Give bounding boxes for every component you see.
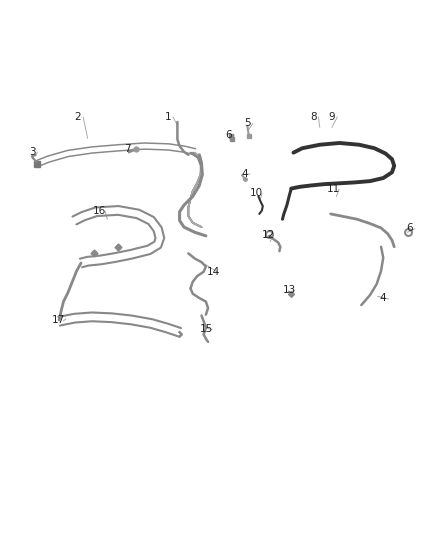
- Text: 3: 3: [28, 147, 35, 157]
- Text: 6: 6: [225, 130, 232, 140]
- Text: 11: 11: [327, 184, 340, 194]
- Text: 16: 16: [93, 206, 106, 216]
- Text: 5: 5: [244, 118, 251, 128]
- Text: 14: 14: [207, 267, 220, 277]
- Text: 1: 1: [164, 112, 171, 122]
- Text: 9: 9: [328, 112, 336, 122]
- Text: 15: 15: [200, 324, 213, 334]
- Text: 10: 10: [250, 188, 263, 198]
- Text: 13: 13: [283, 285, 296, 295]
- Text: 17: 17: [52, 316, 65, 325]
- Text: 4: 4: [380, 294, 387, 303]
- Text: 8: 8: [310, 112, 317, 122]
- Text: 4: 4: [241, 168, 248, 179]
- Text: 7: 7: [124, 144, 131, 154]
- Text: 6: 6: [406, 223, 413, 233]
- Text: 2: 2: [74, 112, 81, 122]
- Text: 12: 12: [261, 230, 275, 240]
